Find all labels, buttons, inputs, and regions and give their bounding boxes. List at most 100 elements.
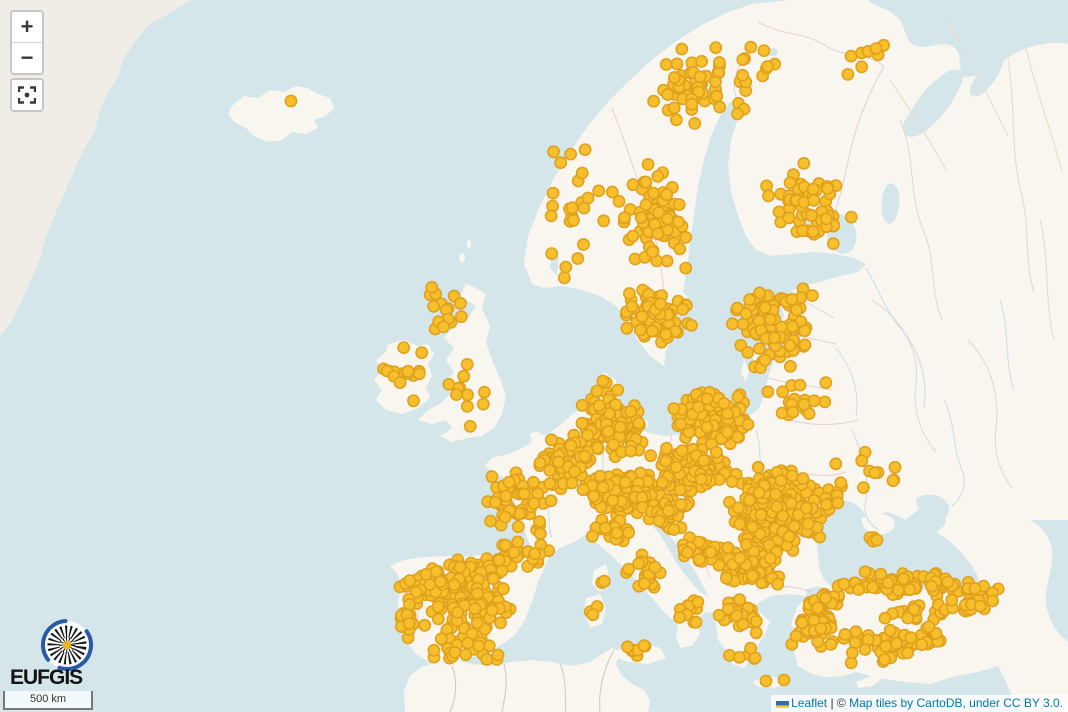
site-marker[interactable]	[611, 383, 625, 397]
site-marker[interactable]	[425, 280, 439, 294]
site-marker[interactable]	[746, 569, 759, 583]
site-marker[interactable]	[689, 615, 703, 629]
site-marker[interactable]	[676, 302, 690, 316]
site-marker[interactable]	[651, 169, 665, 183]
site-marker[interactable]	[777, 673, 791, 687]
site-marker[interactable]	[757, 44, 771, 58]
site-marker[interactable]	[639, 198, 653, 212]
site-marker[interactable]	[741, 346, 755, 359]
site-marker[interactable]	[496, 582, 510, 596]
site-marker[interactable]	[798, 338, 812, 352]
site-marker[interactable]	[427, 643, 441, 657]
site-marker[interactable]	[878, 653, 891, 666]
site-marker[interactable]	[786, 405, 800, 419]
site-marker[interactable]	[688, 117, 702, 130]
site-marker[interactable]	[623, 287, 636, 300]
site-marker[interactable]	[672, 215, 685, 229]
site-marker[interactable]	[733, 593, 746, 607]
site-marker[interactable]	[761, 60, 774, 73]
site-marker[interactable]	[752, 486, 766, 500]
site-marker[interactable]	[633, 323, 647, 337]
site-marker[interactable]	[581, 428, 595, 442]
site-marker[interactable]	[680, 546, 694, 559]
site-marker[interactable]	[695, 55, 708, 68]
site-marker[interactable]	[434, 632, 448, 646]
site-marker[interactable]	[897, 572, 910, 586]
site-marker[interactable]	[652, 514, 666, 528]
site-marker[interactable]	[811, 601, 825, 615]
site-marker[interactable]	[725, 475, 739, 488]
site-marker[interactable]	[460, 399, 474, 413]
site-marker[interactable]	[693, 553, 706, 566]
site-marker[interactable]	[685, 97, 699, 111]
site-marker[interactable]	[667, 101, 681, 115]
site-marker[interactable]	[904, 631, 918, 644]
site-marker[interactable]	[732, 501, 745, 515]
site-marker[interactable]	[807, 394, 821, 408]
site-marker[interactable]	[801, 517, 815, 531]
site-marker[interactable]	[837, 577, 851, 591]
site-marker[interactable]	[393, 376, 407, 389]
site-marker[interactable]	[401, 364, 415, 378]
site-marker[interactable]	[494, 616, 507, 630]
site-marker[interactable]	[787, 519, 801, 533]
site-marker[interactable]	[415, 346, 429, 360]
site-marker[interactable]	[647, 186, 660, 200]
site-marker[interactable]	[855, 454, 869, 468]
site-marker[interactable]	[533, 515, 546, 529]
site-marker[interactable]	[498, 510, 512, 524]
site-marker[interactable]	[849, 625, 863, 639]
site-marker[interactable]	[607, 438, 620, 451]
site-marker[interactable]	[879, 639, 893, 653]
site-marker[interactable]	[612, 194, 626, 208]
site-marker[interactable]	[782, 530, 796, 543]
site-marker[interactable]	[901, 611, 915, 625]
site-marker[interactable]	[606, 493, 620, 507]
site-marker[interactable]	[710, 445, 723, 459]
site-marker[interactable]	[774, 474, 788, 488]
site-marker[interactable]	[693, 70, 707, 84]
site-marker[interactable]	[622, 526, 635, 539]
site-marker[interactable]	[431, 600, 445, 614]
site-marker[interactable]	[674, 417, 688, 431]
site-marker[interactable]	[507, 545, 521, 559]
site-marker[interactable]	[818, 395, 832, 409]
site-marker[interactable]	[888, 460, 902, 474]
site-marker[interactable]	[545, 433, 558, 447]
site-marker[interactable]	[646, 245, 659, 259]
site-marker[interactable]	[743, 493, 756, 507]
site-marker[interactable]	[454, 310, 468, 323]
site-marker[interactable]	[751, 460, 765, 474]
site-marker[interactable]	[659, 454, 673, 468]
site-marker[interactable]	[761, 385, 775, 399]
site-marker[interactable]	[824, 638, 838, 651]
site-marker[interactable]	[668, 71, 681, 84]
site-marker[interactable]	[632, 416, 645, 430]
site-marker[interactable]	[461, 636, 475, 650]
site-marker[interactable]	[713, 100, 727, 114]
site-marker[interactable]	[449, 388, 463, 401]
site-marker[interactable]	[790, 303, 804, 317]
site-marker[interactable]	[793, 378, 807, 392]
site-marker[interactable]	[821, 182, 834, 195]
site-marker[interactable]	[485, 470, 499, 484]
site-marker[interactable]	[797, 156, 811, 170]
zoom-in-button[interactable]: +	[12, 12, 42, 43]
site-marker[interactable]	[741, 418, 755, 431]
site-marker[interactable]	[596, 480, 610, 494]
site-marker[interactable]	[721, 407, 734, 420]
site-marker[interactable]	[460, 357, 474, 371]
site-marker[interactable]	[807, 193, 821, 207]
site-marker[interactable]	[552, 455, 565, 469]
site-marker[interactable]	[672, 198, 686, 211]
site-marker[interactable]	[470, 616, 484, 630]
site-marker[interactable]	[858, 643, 872, 656]
site-marker[interactable]	[423, 578, 437, 591]
site-marker[interactable]	[857, 481, 870, 494]
site-marker[interactable]	[694, 472, 708, 486]
site-marker[interactable]	[679, 230, 692, 244]
site-marker[interactable]	[968, 582, 982, 595]
site-marker[interactable]	[453, 560, 467, 574]
site-marker[interactable]	[758, 353, 772, 367]
site-marker[interactable]	[436, 320, 450, 334]
